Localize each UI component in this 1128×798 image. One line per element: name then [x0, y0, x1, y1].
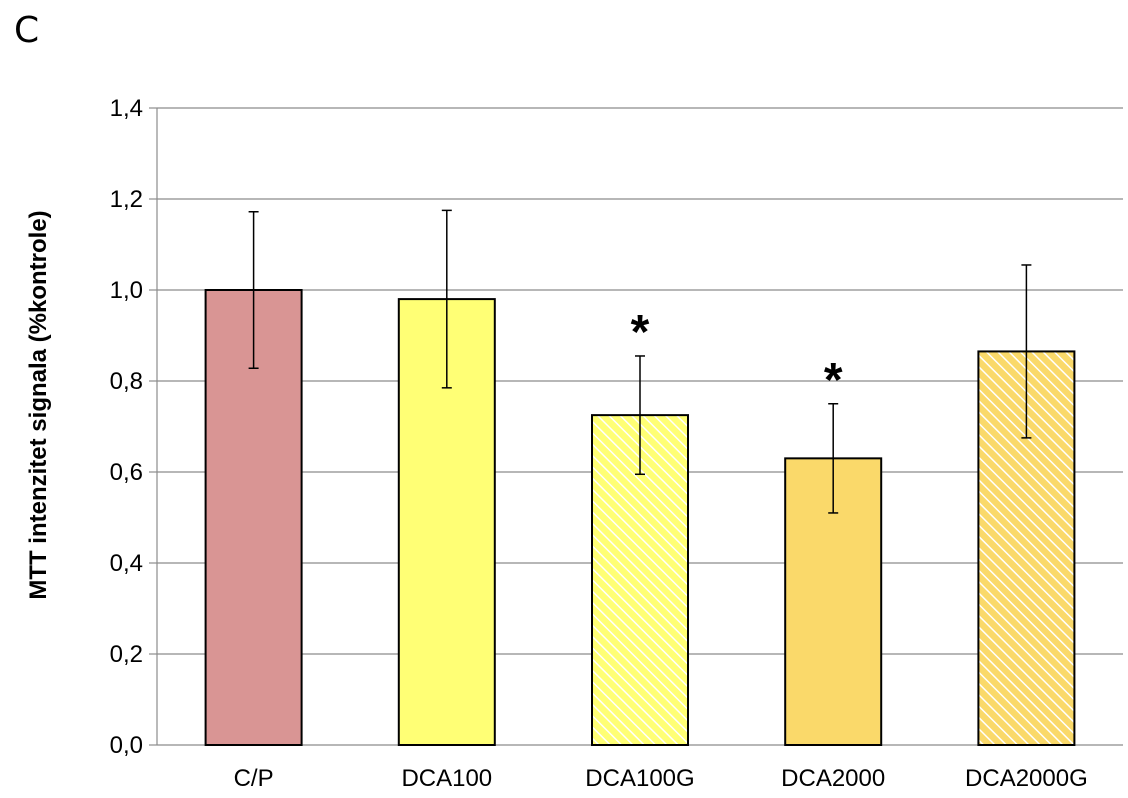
y-tick-label: 1,0 [110, 277, 143, 304]
x-tick-label: DCA2000 [781, 765, 885, 792]
x-tick-label: C/P [234, 765, 274, 792]
x-tick-label: DCA100 [401, 765, 492, 792]
y-tick-label: 0,8 [110, 368, 143, 395]
y-tick-label: 0,6 [110, 459, 143, 486]
panel-label: C [14, 10, 40, 51]
y-tick-label: 0,2 [110, 641, 143, 668]
significance-marker: * [631, 306, 650, 359]
bars [204, 289, 1076, 746]
y-tick-label: 0,0 [110, 732, 143, 759]
labels: 0,0 0,2 0,4 0,6 0,8 1,0 1,2 1,4 C/P DCA100 * DCA100… [110, 95, 1088, 792]
y-tick-label: 0,4 [110, 550, 143, 577]
x-tick-label: DCA100G [585, 765, 694, 792]
y-axis-label: MTT intenzitet signala (%kontrole) [25, 210, 52, 599]
bar-dca2000 [784, 457, 883, 746]
y-tick-label: 1,4 [110, 95, 143, 122]
significance-marker: * [824, 354, 843, 407]
bar-dca2000g [977, 350, 1076, 746]
y-tick-label: 1,2 [110, 186, 143, 213]
x-tick-label: DCA2000G [965, 765, 1088, 792]
error-bars [248, 209, 1032, 514]
